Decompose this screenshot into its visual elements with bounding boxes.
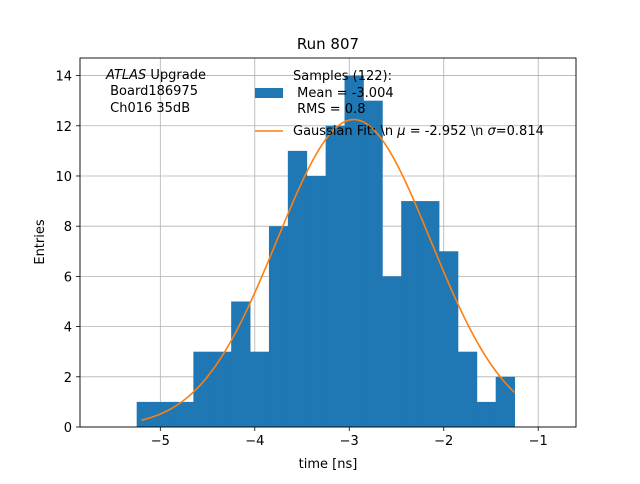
y-axis-label: Entries [33,219,48,265]
legend-samples-line-1: Samples (122): [293,69,392,84]
legend-fit-prefix: Gaussian Fit: \n [293,124,397,139]
legend-fit-sigma-symbol: σ [488,124,497,139]
legend-samples-line-3: RMS = 0.8 [293,102,365,117]
x-tick-label: −3 [340,434,359,449]
chart-title: Run 807 [297,35,359,53]
plot-frame [79,57,577,428]
histogram-bar [476,401,497,427]
histogram-bar [457,351,478,427]
histogram-bar [382,276,402,427]
y-tick-label: 8 [64,220,72,235]
y-axis-ticks: 0 2 4 6 8 10 12 14 [55,70,80,436]
x-axis-ticks: −5 −4 −3 −2 −1 [151,427,548,449]
y-tick-label: 4 [64,321,72,336]
annotation-atlas: ATLAS [105,68,146,83]
y-tick-label: 2 [64,371,72,386]
legend: Samples (122): Mean = -3.004 RMS = 0.8 G… [255,69,544,139]
x-axis-label: time [ns] [299,457,358,472]
histogram-bar [174,401,194,427]
x-tick-label: −1 [529,434,548,449]
y-tick-label: 0 [64,421,72,436]
y-tick-label: 6 [64,270,72,285]
y-tick-label: 12 [55,120,72,135]
histogram-bar [155,401,175,427]
legend-fit-label: Gaussian Fit: \n μ = -2.952 \n σ=0.814 [293,124,544,139]
histogram-bar [231,301,251,427]
gaussian-fit-line [141,118,516,421]
histogram-bar [363,100,383,428]
histogram-bar [250,351,270,427]
y-tick-label: 14 [55,70,72,85]
legend-samples-swatch [255,88,283,98]
histogram-bar [344,75,364,428]
histogram-bars [136,75,515,428]
legend-fit-sigma-value: =0.814 [496,124,544,139]
y-tick-label: 10 [55,170,72,185]
histogram-bar [193,351,213,427]
x-tick-label: −4 [245,434,264,449]
legend-fit-mu-value: = -2.952 \n [406,124,488,139]
annotation-line-3: Ch016 35dB [106,101,190,116]
legend-samples-line-2: Mean = -3.004 [293,86,394,101]
x-tick-label: −2 [434,434,453,449]
annotation-line-2: Board186975 [106,84,198,99]
annotation-upgrade: Upgrade [146,68,206,83]
histogram-bar [325,125,345,427]
x-tick-label: −5 [151,434,170,449]
legend-fit-mu-symbol: μ [396,124,405,139]
histogram-bar [136,401,156,427]
annotation-box: ATLAS Upgrade Board186975 Ch016 35dB [105,68,206,116]
annotation-line-1: ATLAS Upgrade [105,68,206,83]
histogram-bar [495,376,515,427]
histogram-bar [268,226,289,427]
histogram-bar [212,351,232,427]
histogram-bar [420,201,440,427]
histogram-bar [287,150,308,427]
histogram-bar [401,201,421,427]
histogram-bar [439,251,459,427]
histogram-bar [306,175,327,427]
